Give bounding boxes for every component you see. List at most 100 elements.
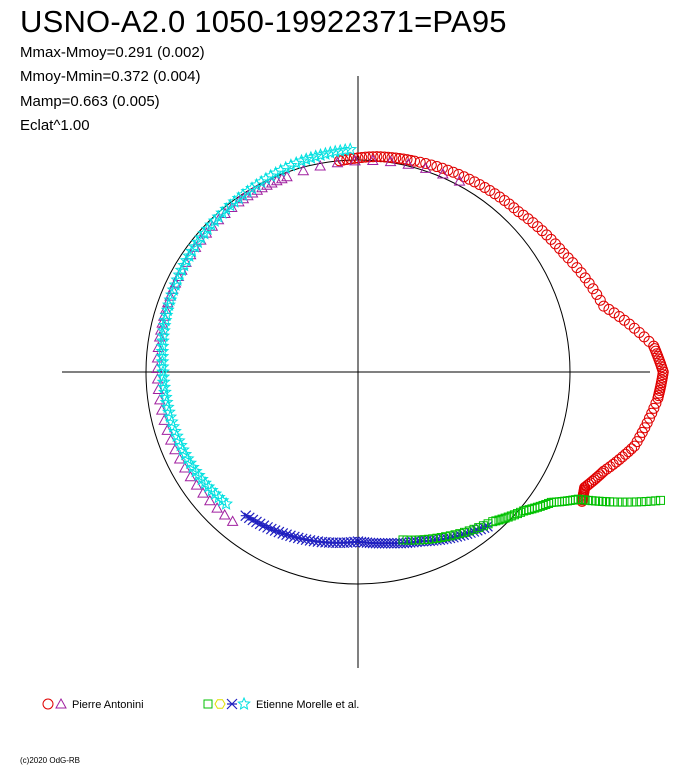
data-point-circle [360,151,372,163]
data-point-square [474,523,484,533]
data-point-star-cross [277,527,289,539]
data-point-circle [650,397,662,409]
data-point-square [455,529,465,539]
data-point-square [460,527,470,537]
data-point-star [201,479,216,493]
data-point-circle [622,446,634,458]
data-point-circle [378,151,390,163]
data-point-circle [367,151,379,163]
stat-eclat: Eclat^1.00 [20,117,90,134]
data-point-star [308,149,323,163]
data-point-triangle [206,220,219,231]
data-point-star [156,369,171,384]
data-point-circle [348,152,360,164]
data-point-circle [648,402,660,414]
data-points [151,142,669,549]
data-point-circle [613,453,625,465]
data-point-square [506,511,516,521]
data-point-circle [463,173,475,185]
data-point-star [155,333,170,347]
data-point-circle [356,151,368,163]
data-point-circle [619,448,631,460]
data-point-square [494,515,504,525]
data-point-star [188,464,203,478]
data-point-circle [541,229,553,241]
data-point-square [464,526,474,536]
data-point-triangle [402,158,415,169]
data-point-square [469,524,479,534]
data-point-triangle [331,156,344,168]
data-point-square [497,514,507,524]
data-point-circle [583,277,595,289]
data-point-star [328,144,343,158]
data-point-triangle [211,502,223,513]
data-point-square [509,510,519,520]
data-point-square [655,495,665,505]
data-point-circle [386,152,398,164]
stat-amplitude: Mamp=0.663 (0.005) [20,93,160,110]
data-point-circle [382,151,394,163]
data-point-circle [625,443,637,455]
data-point-triangle [437,167,449,179]
data-point-square [478,521,488,531]
data-point-triangle [281,170,293,182]
data-point-star [207,213,222,227]
data-point-circle [447,166,459,178]
data-point-star [155,339,170,353]
data-point-triangle [203,494,216,506]
data-point-triangle [297,164,310,176]
data-point-star [204,217,219,231]
data-point-circle [591,288,603,300]
data-point-square [613,497,623,507]
data-point-square [441,532,451,542]
data-point-circle [587,283,599,295]
data-point-star [303,150,318,164]
data-point-triangle [172,270,185,282]
copyright-notice: (c)2020 OdG-RB [20,756,81,765]
data-point-square [651,496,661,506]
data-point-star [156,364,170,378]
data-point-square [450,530,460,540]
data-point-square [500,513,510,523]
data-point-circle [436,162,448,174]
data-point-star [208,486,223,500]
legend-symbol-square [203,699,213,709]
data-point-circle [610,456,622,468]
data-point-triangle [384,155,397,167]
data-point-star [157,385,172,399]
data-point-triangle [218,508,231,520]
data-point-square [617,497,627,507]
data-point-circle [420,158,432,170]
data-point-triangle [197,487,209,498]
data-point-square [557,496,567,506]
data-point-circle [334,155,346,167]
data-point-star [155,359,170,373]
data-point-triangle [226,515,239,526]
data-point-circle [469,176,481,188]
data-point-star [333,143,348,157]
data-point-square [512,509,522,519]
data-point-square [636,497,646,507]
data-point-circle [652,392,664,404]
data-point-triangle [164,290,176,301]
data-point-circle [643,412,655,424]
data-point-triangle [366,154,379,166]
data-point-star [318,146,333,160]
legend-symbol-hexagon [214,699,226,709]
data-point-circle [616,451,628,463]
data-point-circle [394,152,406,164]
data-point-star [183,455,198,470]
data-point-square [622,497,632,507]
data-point-star [158,390,173,404]
data-point-star [155,344,170,358]
data-point-square [491,516,501,526]
data-point-star-cross [273,526,285,538]
data-point-star [158,313,173,327]
data-point-circle [594,294,606,306]
data-point-circle [414,156,426,168]
legend-symbol-circle [42,698,54,710]
data-point-star [157,318,172,332]
data-point-circle [431,161,443,173]
data-point-star [343,142,358,156]
data-point-circle [474,179,486,191]
